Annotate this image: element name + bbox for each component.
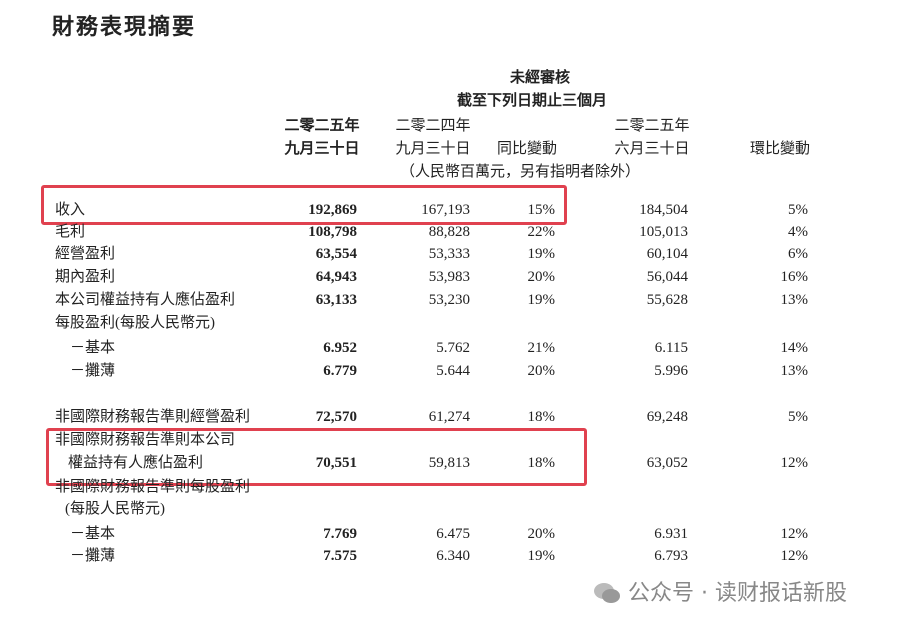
cell-value: 5% <box>788 409 808 425</box>
cell-value: 16% <box>780 269 809 285</box>
row-label: 非國際財務報告準則本公司 <box>55 432 236 448</box>
cell-value: 20% <box>527 363 556 379</box>
cell-value: 5.762 <box>436 340 470 356</box>
cell-value: 53,333 <box>428 246 470 262</box>
cell-value: 6.793 <box>654 548 688 564</box>
audit-header: 未經審核 <box>509 70 571 86</box>
highlight-box <box>46 428 587 486</box>
column-header: 二零二四年 <box>395 118 471 134</box>
column-header: 九月三十日 <box>284 141 360 157</box>
wechat-icon <box>594 583 620 603</box>
cell-value: 21% <box>527 340 556 356</box>
cell-value: 5% <box>788 202 808 218</box>
cell-value: 192,869 <box>308 202 357 218</box>
cell-value: 18% <box>527 455 556 471</box>
column-header: 二零二五年 <box>284 118 360 134</box>
cell-value: 69,248 <box>646 409 688 425</box>
cell-value: 63,133 <box>315 292 357 308</box>
cell-value: 184,504 <box>639 202 688 218</box>
row-label: 經營盈利 <box>55 246 116 262</box>
cell-value: 20% <box>527 526 556 542</box>
cell-value: 53,983 <box>428 269 470 285</box>
cell-value: 6.931 <box>654 526 688 542</box>
cell-value: 61,274 <box>428 409 470 425</box>
row-label: －基本 <box>70 340 116 356</box>
column-header: 二零二五年 <box>614 118 690 134</box>
cell-value: 108,798 <box>308 224 357 240</box>
cell-value: 15% <box>527 202 556 218</box>
cell-value: 88,828 <box>428 224 470 240</box>
cell-value: 6.952 <box>323 340 357 356</box>
row-label: 毛利 <box>55 224 86 240</box>
row-label: 非國際財務報告準則經營盈利 <box>55 409 251 425</box>
cell-value: 72,570 <box>315 409 357 425</box>
cell-value: 22% <box>527 224 556 240</box>
cell-value: 18% <box>527 409 556 425</box>
row-label: 非國際財務報告準則每股盈利 <box>55 479 251 495</box>
row-label: －基本 <box>70 526 116 542</box>
cell-value: 13% <box>780 363 809 379</box>
column-header: 環比變動 <box>749 141 811 157</box>
cell-value: 63,052 <box>646 455 688 471</box>
cell-value: 13% <box>780 292 809 308</box>
cell-value: 53,230 <box>428 292 470 308</box>
row-label: 權益持有人應佔盈利 <box>68 455 204 471</box>
cell-value: 59,813 <box>428 455 470 471</box>
column-header: 同比變動 <box>496 141 558 157</box>
cell-value: 64,943 <box>315 269 357 285</box>
cell-value: 5.996 <box>654 363 688 379</box>
cell-value: 63,554 <box>315 246 357 262</box>
cell-value: 19% <box>527 292 556 308</box>
cell-value: 19% <box>527 548 556 564</box>
cell-value: 12% <box>780 526 809 542</box>
cell-value: 6.340 <box>436 548 470 564</box>
cell-value: 4% <box>788 224 808 240</box>
column-header: 六月三十日 <box>614 141 690 157</box>
cell-value: 5.644 <box>436 363 470 379</box>
cell-value: 12% <box>780 548 809 564</box>
cell-value: 167,193 <box>421 202 470 218</box>
cell-value: 7.769 <box>323 526 357 542</box>
column-header: 九月三十日 <box>395 141 471 157</box>
cell-value: 56,044 <box>646 269 688 285</box>
row-label: －攤薄 <box>70 548 116 564</box>
cell-value: 6.475 <box>436 526 470 542</box>
cell-value: 60,104 <box>646 246 688 262</box>
cell-value: 6% <box>788 246 808 262</box>
period-header: 截至下列日期止三個月 <box>456 93 608 109</box>
cell-value: 19% <box>527 246 556 262</box>
cell-value: 6.779 <box>323 363 357 379</box>
row-label: －攤薄 <box>70 363 116 379</box>
cell-value: 7.575 <box>323 548 357 564</box>
watermark: 公众号 · 读财报话新股 <box>628 581 847 606</box>
row-label: (每股人民幣元) <box>65 501 165 517</box>
cell-value: 12% <box>780 455 809 471</box>
row-label: 期內盈利 <box>55 269 116 285</box>
row-label: 每股盈利(每股人民幣元) <box>55 315 215 331</box>
cell-value: 6.115 <box>654 340 688 356</box>
highlight-box <box>41 185 567 225</box>
title: 財務表現摘要 <box>52 15 197 40</box>
cell-value: 70,551 <box>315 455 357 471</box>
cell-value: 105,013 <box>639 224 688 240</box>
row-label: 收入 <box>55 202 86 218</box>
cell-value: 55,628 <box>646 292 688 308</box>
row-label: 本公司權益持有人應佔盈利 <box>55 292 236 308</box>
cell-value: 20% <box>527 269 556 285</box>
cell-value: 14% <box>780 340 809 356</box>
unit-note: （人民幣百萬元，另有指明者除外） <box>399 164 641 180</box>
